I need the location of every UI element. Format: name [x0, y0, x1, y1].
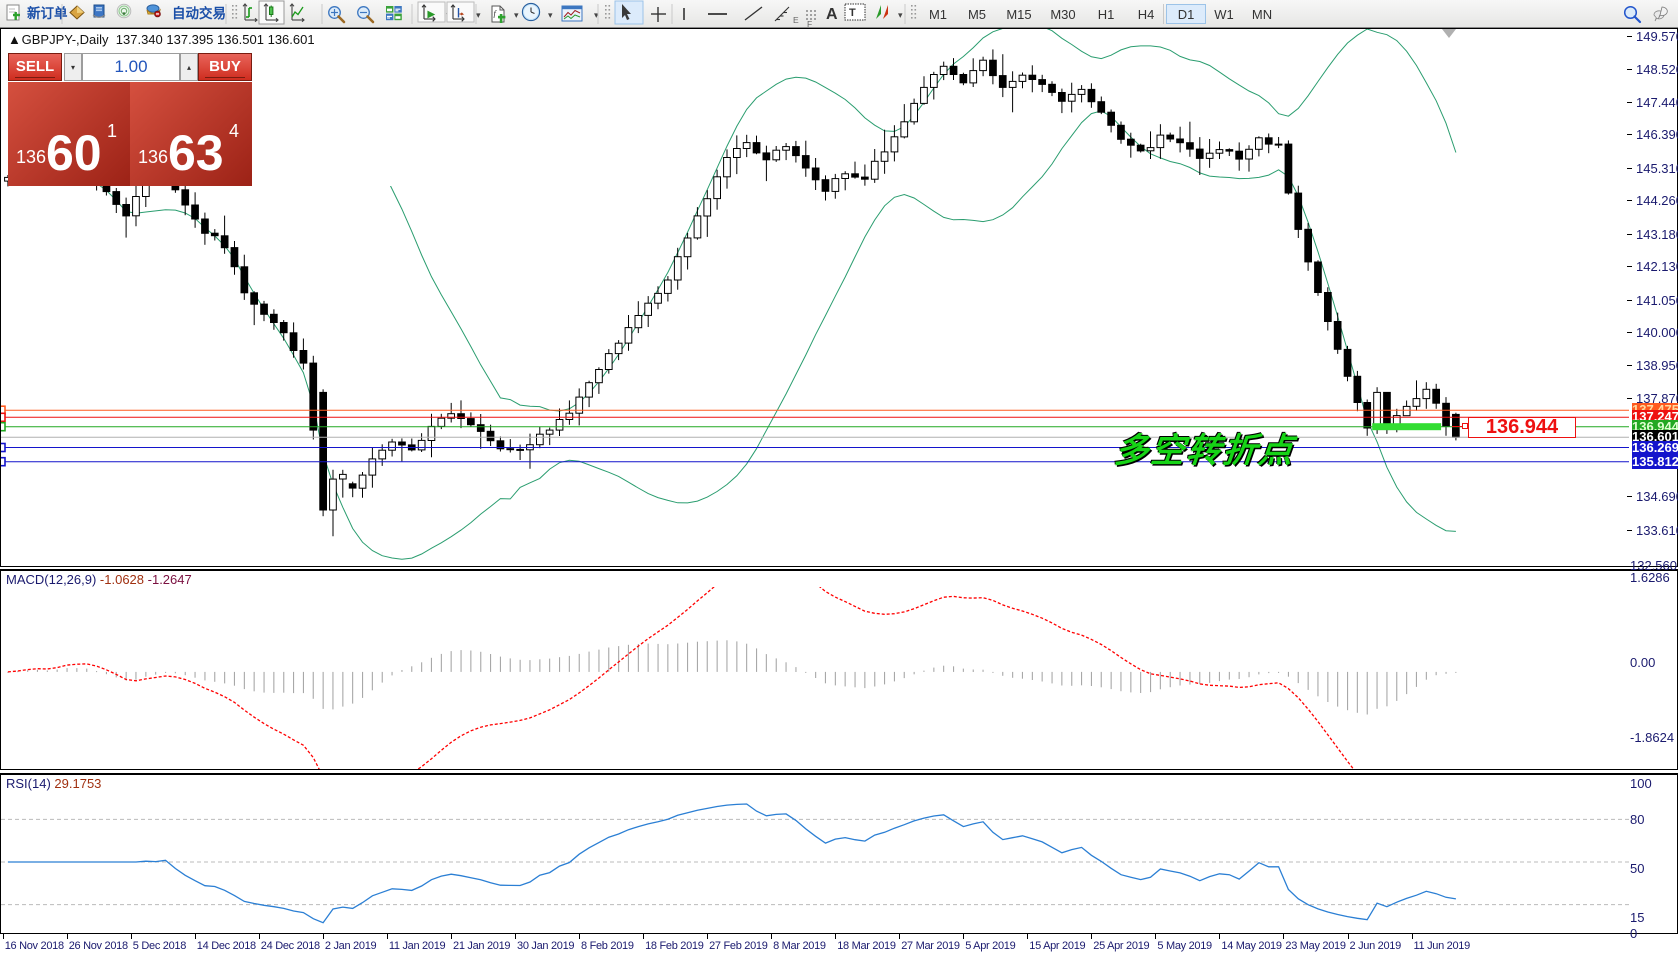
svg-text:F: F [807, 19, 812, 28]
svg-text:自动交易: 自动交易 [172, 5, 226, 21]
svg-text:T: T [849, 7, 856, 19]
svg-text:E: E [793, 15, 799, 25]
svg-text:▾: ▾ [514, 10, 519, 20]
svg-text:▾: ▾ [898, 10, 903, 20]
svg-text:▾: ▾ [476, 10, 481, 20]
svg-text:A: A [826, 6, 838, 23]
svg-text:▾: ▾ [548, 10, 553, 20]
